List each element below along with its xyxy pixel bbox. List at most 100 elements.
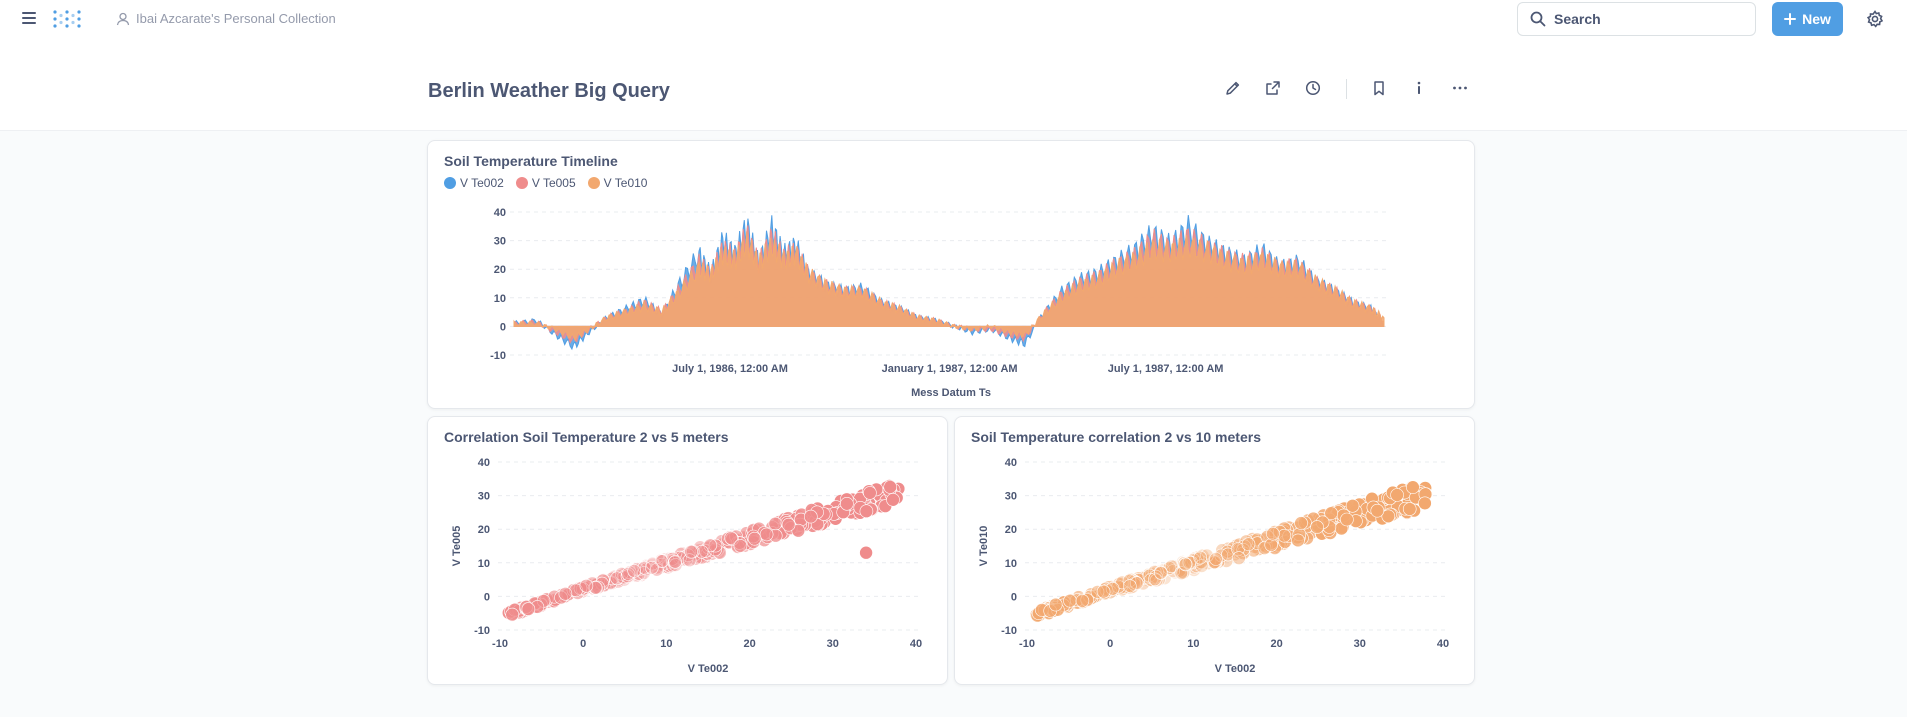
scatter-point	[859, 504, 874, 518]
scatter-point	[1402, 502, 1417, 516]
scatter-chart-te005[interactable]: -10 0 10 20 30 40 -10 0 10 20 30 40 V Te002 V Te005	[428, 417, 947, 684]
legend-item-te002[interactable]: V Te002	[444, 176, 504, 190]
scatter-point	[1144, 573, 1158, 587]
scatter-x-tick: 20	[743, 638, 755, 650]
scatter-title-te010[interactable]: Soil Temperature correlation 2 vs 10 met…	[971, 429, 1261, 445]
scatter-point	[645, 561, 659, 575]
scatter-point	[1178, 557, 1193, 572]
scatter-chart-te010[interactable]: -10 0 10 20 30 40 -10 0 10 20 30 40 V Te002 V Te010	[955, 417, 1474, 684]
scatter-x-tick: 0	[580, 638, 586, 650]
scatter-y-tick: 30	[478, 491, 490, 503]
scatter-point	[1406, 480, 1420, 494]
scatter-point	[733, 539, 748, 553]
scatter-x-tick: 30	[1354, 638, 1366, 650]
more-options-icon[interactable]	[1450, 78, 1470, 98]
scatter-card-te010[interactable]: Soil Temperature correlation 2 vs 10 met…	[954, 416, 1475, 685]
scatter-title-te005[interactable]: Correlation Soil Temperature 2 vs 5 mete…	[444, 429, 729, 445]
metabase-logo-icon[interactable]	[52, 8, 82, 30]
timeline-card[interactable]: Soil Temperature Timeline V Te002 V Te00…	[427, 140, 1475, 409]
scatter-point	[521, 602, 536, 616]
dashboard-header: Berlin Weather Big Query	[0, 38, 1907, 131]
search-box[interactable]	[1517, 2, 1756, 36]
scatter-point	[505, 607, 519, 622]
scatter-point	[682, 553, 697, 567]
new-button-label: New	[1802, 11, 1831, 27]
scatter-point	[1232, 551, 1246, 565]
menu-icon[interactable]	[22, 10, 38, 26]
scatter-x-tick: 10	[660, 638, 672, 650]
legend-dot-te010	[587, 177, 600, 189]
timeline-legend: V Te002 V Te005 V Te010	[444, 176, 647, 190]
timeline-x-tick: July 1, 1986, 12:00 AM	[672, 363, 788, 375]
scatter-point	[768, 516, 783, 531]
scatter-point	[1340, 512, 1354, 527]
scatter-y-tick: 20	[1005, 524, 1017, 536]
scatter-point	[1310, 520, 1324, 534]
scatter-point	[1122, 573, 1137, 588]
breadcrumb[interactable]: Ibai Azcarate's Personal Collection	[116, 11, 336, 26]
scatter-point	[781, 517, 796, 532]
scatter-point	[637, 560, 652, 575]
timeline-y-tick: 10	[494, 293, 506, 305]
scatter-point	[684, 544, 698, 559]
scatter-point	[724, 531, 738, 545]
bookmark-icon[interactable]	[1369, 78, 1389, 98]
scatter-point	[1345, 499, 1360, 513]
scatter-y-tick: 20	[478, 524, 490, 536]
scatter-x-tick: 40	[910, 638, 922, 650]
legend-item-te010[interactable]: V Te010	[587, 176, 647, 190]
legend-dot-te005	[515, 177, 528, 189]
clock-icon[interactable]	[1303, 78, 1323, 98]
scatter-point	[1191, 552, 1205, 566]
scatter-point	[747, 531, 762, 546]
scatter-point	[1154, 566, 1168, 580]
scatter-y-tick: 40	[478, 457, 490, 469]
scatter-card-te005[interactable]: Correlation Soil Temperature 2 vs 5 mete…	[427, 416, 948, 685]
scatter-point	[1178, 557, 1192, 571]
share-icon[interactable]	[1263, 78, 1283, 98]
timeline-title[interactable]: Soil Temperature Timeline	[444, 153, 618, 169]
scatter-y-tick: 40	[1005, 457, 1017, 469]
edit-pencil-icon[interactable]	[1223, 78, 1243, 98]
scatter-point	[803, 509, 818, 524]
scatter-point	[1390, 488, 1404, 502]
scatter-point	[1164, 559, 1179, 574]
scatter-point	[1123, 579, 1137, 593]
scatter-point	[1174, 566, 1189, 580]
dashboard-title[interactable]: Berlin Weather Big Query	[428, 80, 670, 102]
scatter-point	[1294, 516, 1308, 530]
scatter-y-tick: 0	[484, 591, 490, 603]
scatter-point	[1418, 496, 1432, 511]
scatter-point	[1291, 533, 1305, 548]
scatter-point	[1162, 561, 1177, 575]
new-button[interactable]: New	[1772, 2, 1843, 36]
search-input[interactable]	[1554, 11, 1734, 27]
plus-icon	[1784, 13, 1797, 25]
timeline-y-tick: 30	[494, 236, 506, 248]
scatter-point	[1193, 550, 1207, 565]
scatter-point	[859, 545, 873, 560]
gear-icon[interactable]	[1866, 10, 1884, 28]
scatter-y-tick: 30	[1005, 491, 1017, 503]
scatter-point	[579, 579, 594, 593]
scatter-y-label: V Te010	[978, 526, 990, 567]
scatter-x-label: V Te002	[688, 663, 729, 675]
scatter-point	[668, 555, 682, 570]
scatter-point	[558, 587, 573, 601]
collection-link[interactable]: Ibai Azcarate's Personal Collection	[136, 11, 336, 26]
timeline-y-tick: 20	[494, 264, 506, 276]
timeline-chart[interactable]: -10 0 10 20 30 40 July 1, 1986, 12:00 AM Januar…	[428, 141, 1474, 408]
scatter-point	[840, 497, 854, 511]
scatter-point	[1063, 593, 1077, 608]
timeline-x-label: Mess Datum Ts	[911, 387, 991, 399]
legend-item-te005[interactable]: V Te005	[515, 176, 576, 190]
scatter-point	[1130, 576, 1144, 590]
scatter-point	[627, 564, 641, 578]
scatter-x-label: V Te002	[1215, 663, 1256, 675]
scatter-point	[668, 555, 682, 569]
person-icon	[116, 12, 130, 25]
scatter-point	[1324, 506, 1339, 520]
scatter-x-tick: 20	[1270, 638, 1282, 650]
header-divider	[1346, 79, 1347, 99]
info-icon[interactable]	[1409, 78, 1429, 98]
